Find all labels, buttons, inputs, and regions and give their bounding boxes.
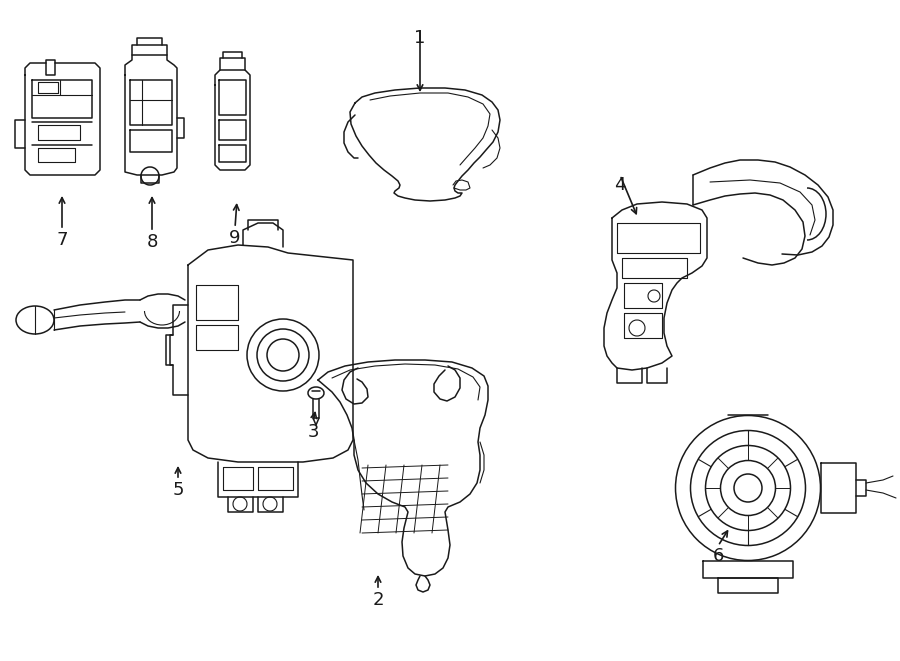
Text: 8: 8 xyxy=(147,233,158,251)
Text: 6: 6 xyxy=(712,547,724,565)
Text: 4: 4 xyxy=(614,176,626,194)
Text: 3: 3 xyxy=(307,423,319,441)
Text: 7: 7 xyxy=(56,231,68,249)
Text: 5: 5 xyxy=(172,481,184,499)
Text: 2: 2 xyxy=(373,591,383,609)
Text: 9: 9 xyxy=(230,229,241,247)
Text: 1: 1 xyxy=(414,29,426,47)
